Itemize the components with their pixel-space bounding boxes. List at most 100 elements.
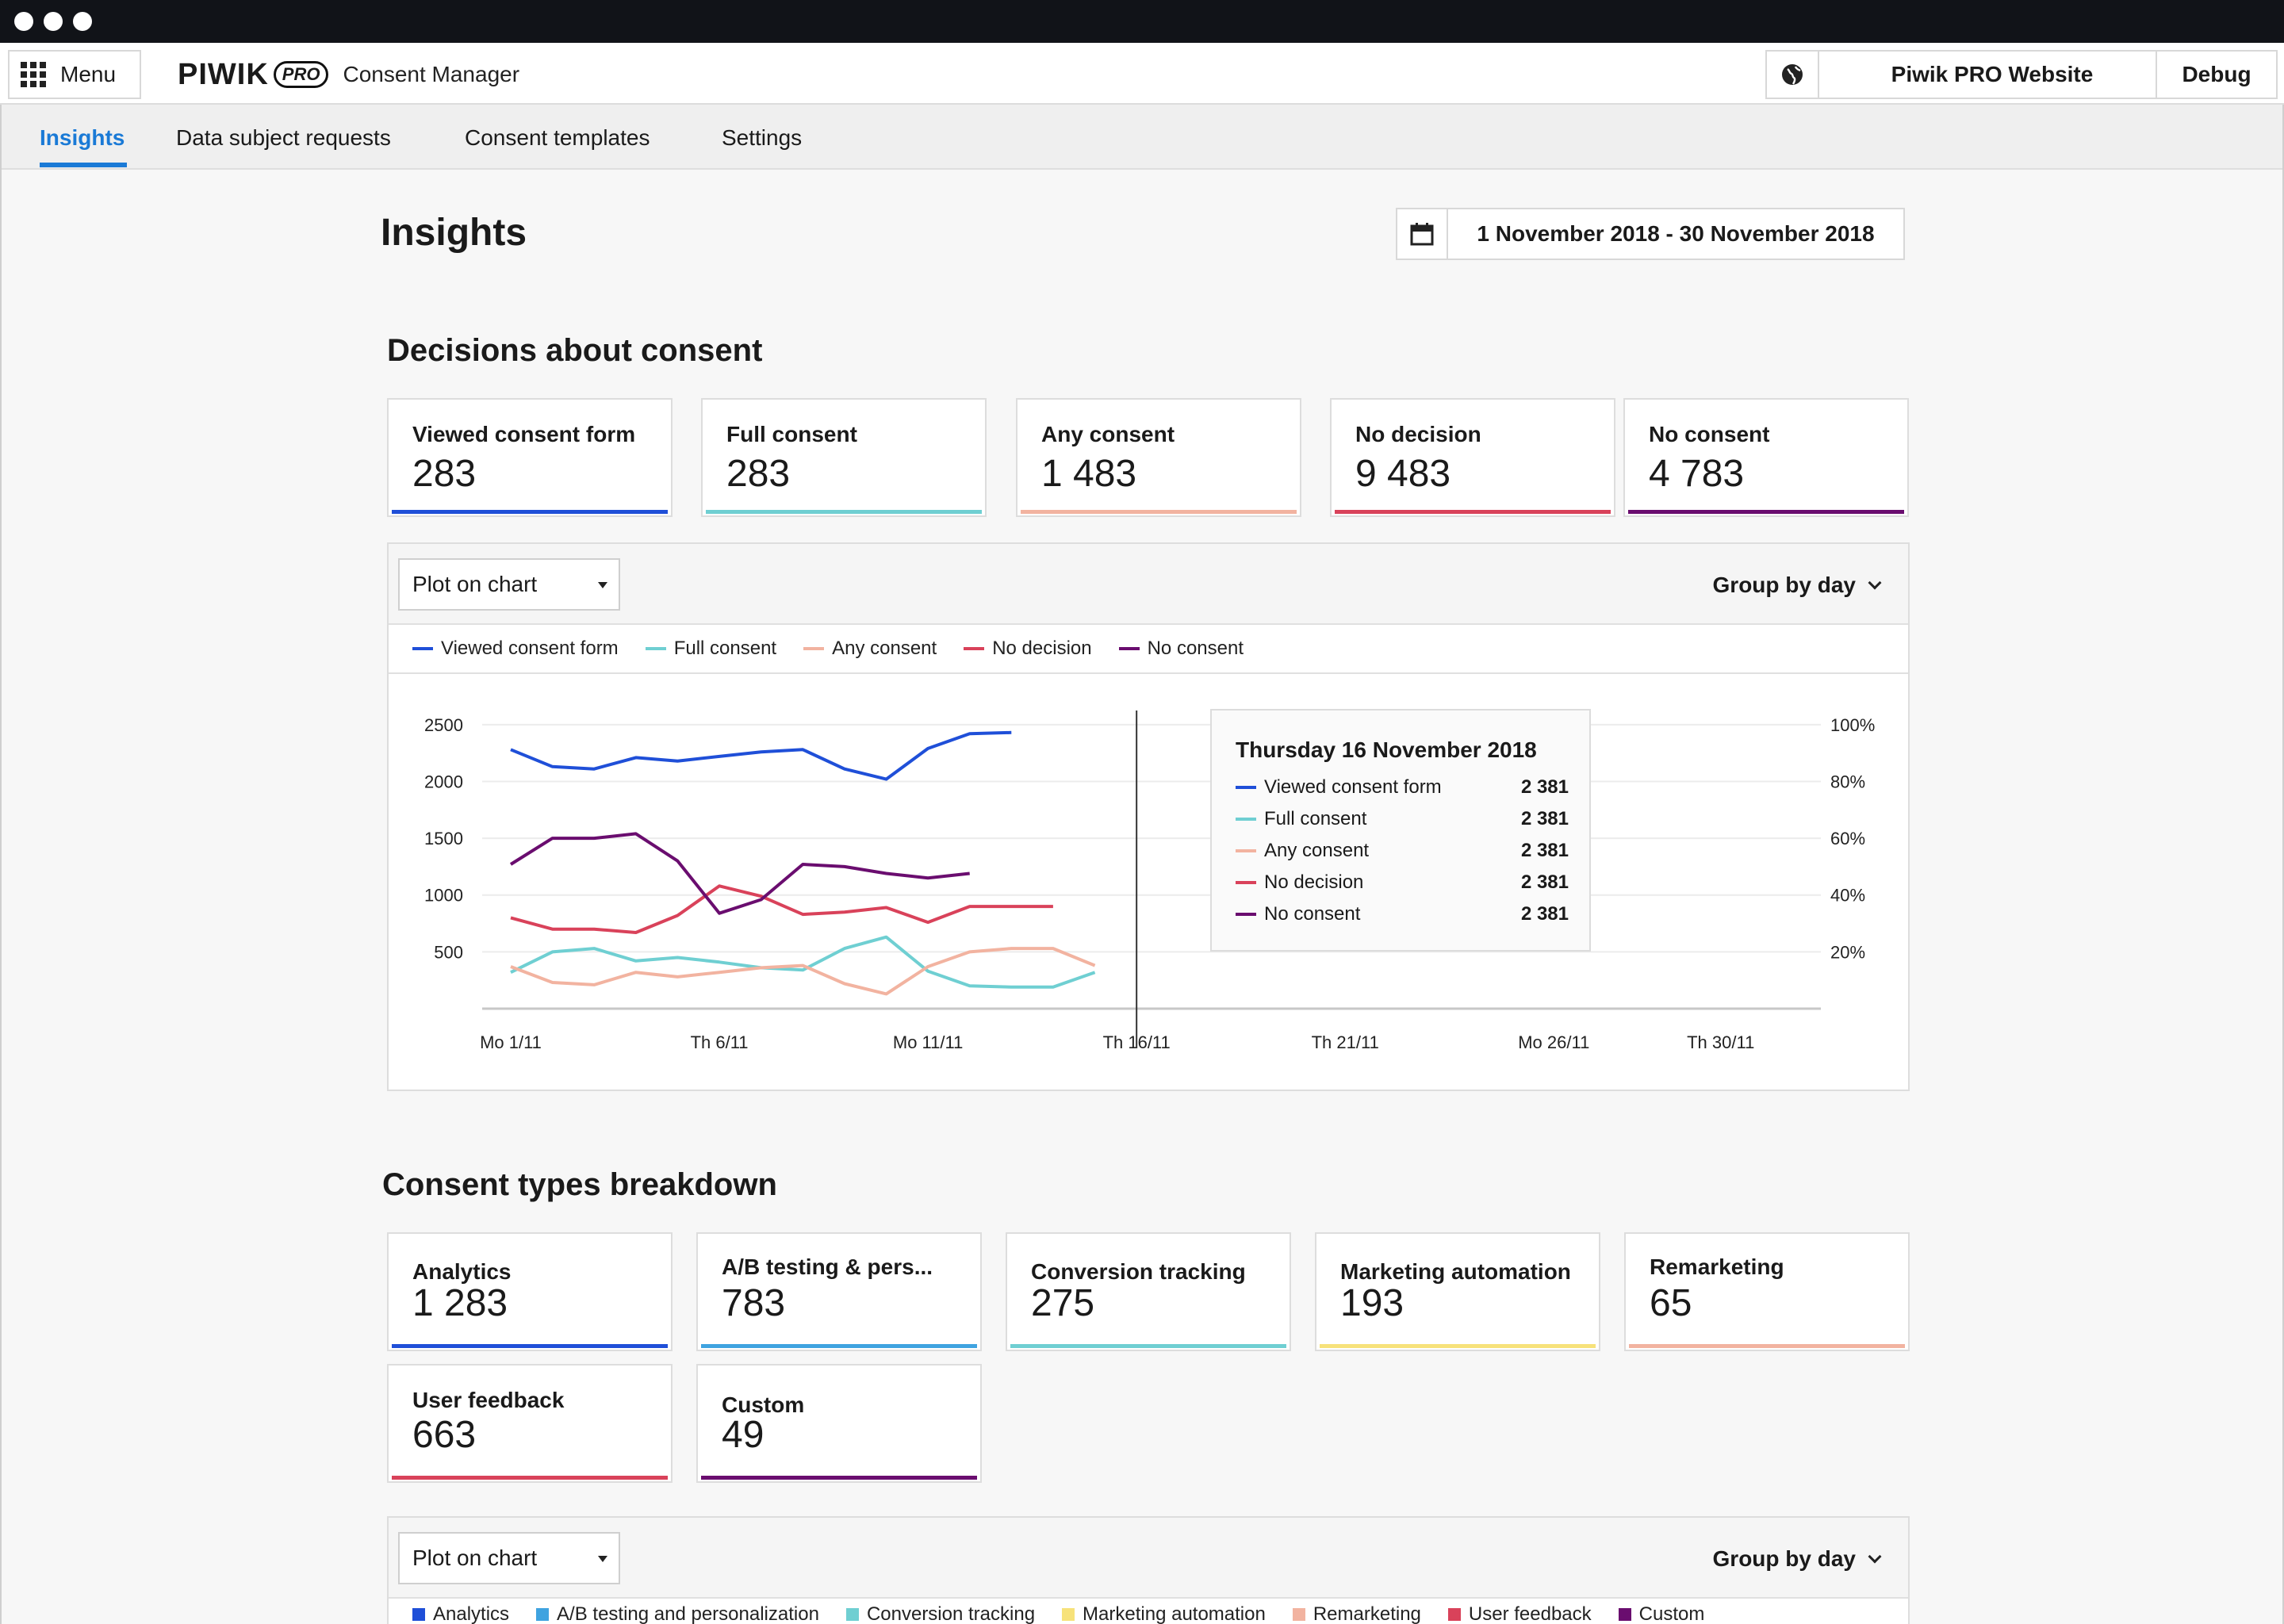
date-range-button[interactable]: 1 November 2018 - 30 November 2018: [1448, 208, 1905, 260]
type-card-user-feedback[interactable]: User feedback 663: [387, 1364, 673, 1483]
legend-item[interactable]: No decision: [964, 638, 1092, 660]
legend-item[interactable]: A/B testing and personalization: [536, 1603, 819, 1624]
menu-label: Menu: [60, 62, 117, 86]
legend-swatch: [1062, 1608, 1075, 1621]
tab-settings[interactable]: Settings: [722, 125, 803, 150]
type-card-color-bar: [1320, 1344, 1596, 1348]
legend-label: Analytics: [433, 1603, 510, 1624]
breakdown-legend: Analytics A/B testing and personalizatio…: [389, 1599, 1908, 1624]
type-card-color-bar: [701, 1476, 977, 1480]
group-by-dropdown[interactable]: Group by day: [1713, 1546, 1882, 1572]
menu-button[interactable]: Menu: [8, 50, 141, 99]
date-range-picker: 1 November 2018 - 30 November 2018: [1396, 208, 1905, 260]
type-card-label: Marketing automation: [1340, 1259, 1571, 1284]
legend-swatch: [1118, 647, 1140, 650]
tab-data-subject-requests[interactable]: Data subject requests: [176, 125, 391, 150]
type-card-marketing-automation[interactable]: Marketing automation 193: [1315, 1232, 1600, 1351]
legend-label: No consent: [1147, 638, 1244, 659]
tab-bar: Insights Data subject requests Consent t…: [2, 105, 2282, 170]
legend-swatch: [1618, 1608, 1631, 1621]
legend-swatch: [1447, 1608, 1461, 1621]
type-card-value: 193: [1340, 1282, 1405, 1324]
chart-toolbar: Plot on chart Group by day: [389, 1518, 1908, 1599]
plot-on-chart-select[interactable]: Plot on chart: [398, 558, 620, 611]
tooltip-value: 2 381: [1520, 776, 1569, 798]
breakdown-chart-panel: Plot on chart Group by day Analytics A/B…: [387, 1516, 1910, 1624]
legend-item[interactable]: Full consent: [645, 638, 776, 660]
legend-item[interactable]: Remarketing: [1292, 1603, 1421, 1624]
type-card-remarketing[interactable]: Remarketing 65: [1624, 1232, 1910, 1351]
legend-label: User feedback: [1468, 1603, 1592, 1624]
top-bar: Menu PIWIK PRO Consent Manager Piwik PRO…: [0, 43, 2284, 105]
tooltip-row: Full consent 2 381: [1236, 807, 1569, 831]
type-card-color-bar: [1629, 1344, 1905, 1348]
globe-icon[interactable]: [1765, 50, 1819, 99]
stat-card-no-consent[interactable]: No consent 4 783: [1623, 398, 1909, 517]
tab-insights[interactable]: Insights: [40, 125, 125, 150]
legend-item[interactable]: Analytics: [412, 1603, 509, 1624]
legend-item[interactable]: Marketing automation: [1062, 1603, 1266, 1624]
type-card-label: Remarketing: [1650, 1254, 1784, 1279]
logo-word: PIWIK: [178, 57, 269, 91]
tooltip-label: Full consent: [1264, 808, 1367, 829]
legend-label: Viewed consent form: [441, 638, 619, 659]
apps-grid-icon: [21, 62, 46, 87]
window-minimize-dot[interactable]: [44, 12, 63, 31]
window-frame: [0, 43, 2284, 1624]
type-card-custom[interactable]: Custom 49: [696, 1364, 982, 1483]
tooltip-value: 2 381: [1520, 808, 1569, 829]
legend-item[interactable]: Viewed consent form: [412, 638, 619, 660]
legend-swatch: [536, 1608, 550, 1621]
type-card-value: 275: [1031, 1282, 1095, 1324]
type-card-label: User feedback: [412, 1388, 565, 1412]
legend-label: Conversion tracking: [866, 1603, 1036, 1624]
chart-tooltip: Thursday 16 November 2018 Viewed consent…: [1210, 709, 1591, 952]
plot-on-chart-select[interactable]: Plot on chart: [398, 1532, 620, 1584]
type-card-value: 663: [412, 1414, 477, 1456]
stat-card-value: 1 483: [1041, 453, 1137, 495]
site-selector-button[interactable]: Piwik PRO Website: [1819, 50, 2167, 99]
calendar-icon[interactable]: [1396, 208, 1448, 260]
legend-item[interactable]: User feedback: [1447, 1603, 1592, 1624]
type-card-ab-testing[interactable]: A/B testing & pers... 783: [696, 1232, 982, 1351]
type-card-analytics[interactable]: Analytics 1 283: [387, 1232, 673, 1351]
group-by-dropdown[interactable]: Group by day: [1713, 573, 1882, 598]
stat-card-no-decision[interactable]: No decision 9 483: [1330, 398, 1615, 517]
tooltip-row: No consent 2 381: [1236, 902, 1569, 926]
legend-swatch: [845, 1608, 859, 1621]
legend-swatch: [964, 647, 985, 650]
stat-card-any-consent[interactable]: Any consent 1 483: [1016, 398, 1301, 517]
debug-button[interactable]: Debug: [2156, 50, 2278, 99]
tooltip-swatch: [1236, 786, 1256, 789]
legend-label: Custom: [1638, 1603, 1705, 1624]
stat-card-label: No decision: [1355, 422, 1481, 446]
type-card-value: 49: [722, 1414, 765, 1456]
legend-item[interactable]: Any consent: [803, 638, 937, 660]
active-tab-indicator: [40, 163, 127, 167]
type-card-conversion-tracking[interactable]: Conversion tracking 275: [1006, 1232, 1291, 1351]
stat-card-viewed-consent-form[interactable]: Viewed consent form 283: [387, 398, 673, 517]
stat-card-color-bar: [1335, 510, 1611, 514]
window-maximize-dot[interactable]: [73, 12, 92, 31]
tooltip-row: Any consent 2 381: [1236, 839, 1569, 863]
legend-swatch: [645, 647, 666, 650]
caret-down-icon: [598, 582, 607, 588]
tooltip-swatch: [1236, 913, 1256, 916]
type-card-color-bar: [1010, 1344, 1286, 1348]
legend-item[interactable]: No consent: [1118, 638, 1244, 660]
type-card-value: 65: [1650, 1282, 1692, 1324]
tab-consent-templates[interactable]: Consent templates: [465, 125, 650, 150]
window-close-dot[interactable]: [14, 12, 33, 31]
stat-card-color-bar: [1021, 510, 1297, 514]
chevron-down-icon: [1868, 1549, 1882, 1564]
tooltip-label: Viewed consent form: [1264, 776, 1442, 798]
stat-card-color-bar: [392, 510, 668, 514]
chart-toolbar: Plot on chart Group by day: [389, 544, 1908, 625]
piwik-pro-logo: PIWIK PRO Consent Manager: [178, 57, 519, 91]
stat-card-full-consent[interactable]: Full consent 283: [701, 398, 987, 517]
legend-label: A/B testing and personalization: [557, 1603, 819, 1624]
type-card-color-bar: [701, 1344, 977, 1348]
tooltip-row: No decision 2 381: [1236, 871, 1569, 894]
legend-item[interactable]: Custom: [1618, 1603, 1705, 1624]
legend-item[interactable]: Conversion tracking: [845, 1603, 1036, 1624]
